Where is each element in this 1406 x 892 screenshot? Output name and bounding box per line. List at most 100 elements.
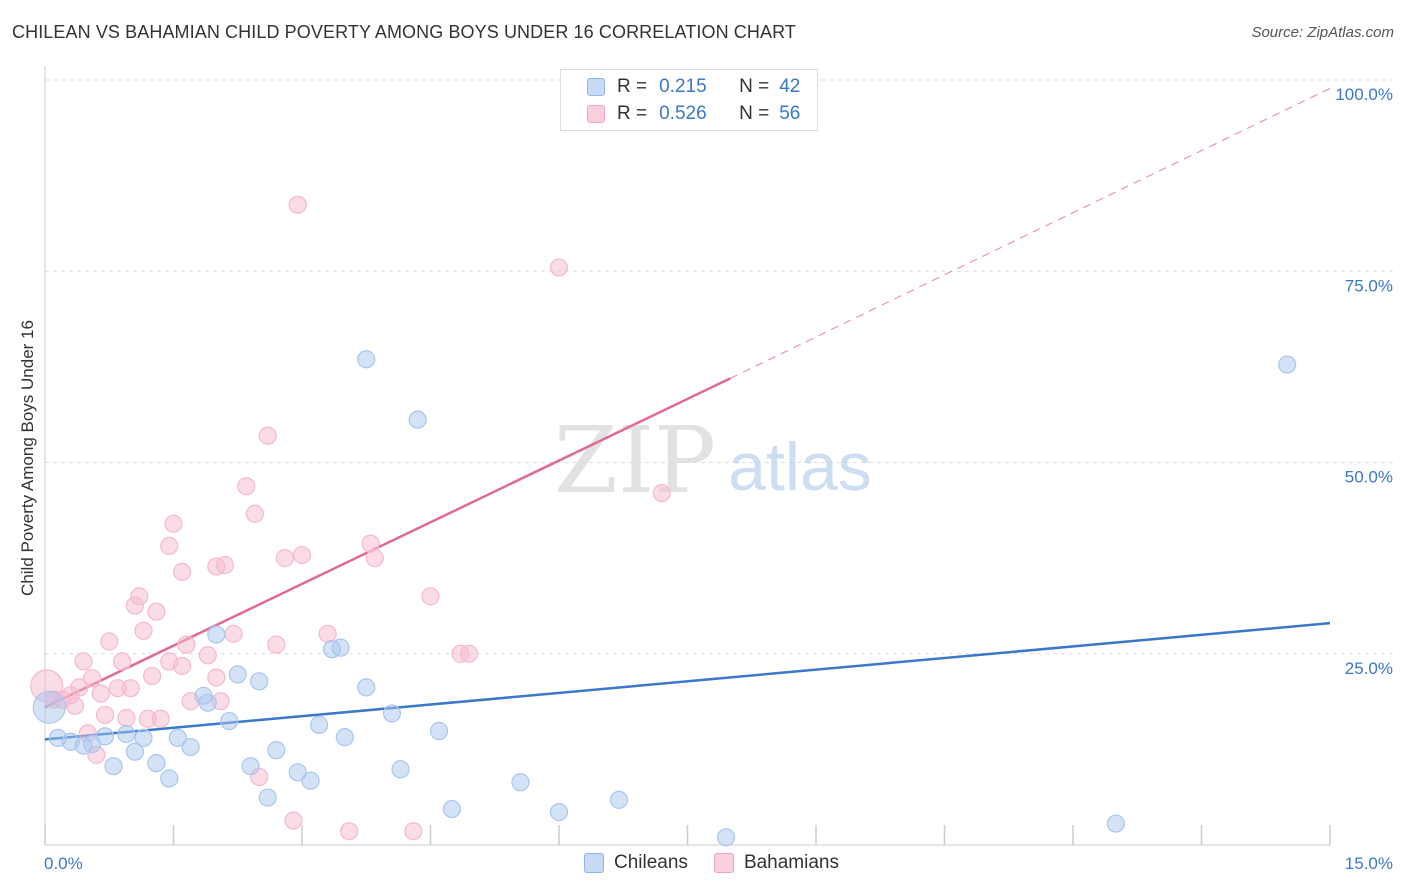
point-chileans bbox=[250, 672, 269, 691]
point-chileans bbox=[331, 638, 350, 657]
point-chileans bbox=[32, 690, 66, 724]
point-bahamians bbox=[112, 652, 132, 671]
trend-lines bbox=[44, 87, 1331, 741]
legend-swatch-bahamians bbox=[713, 853, 734, 873]
legend-row-bahamians: R = 0.526 N = 56 bbox=[587, 103, 800, 125]
point-bahamians bbox=[237, 477, 256, 496]
x-tick-label: 15.0% bbox=[1345, 854, 1393, 873]
legend-r-label: R = bbox=[617, 103, 648, 124]
y-tick-label: 50.0% bbox=[1345, 468, 1393, 487]
series-legend: Chileans Bahamians bbox=[584, 852, 865, 874]
point-bahamians bbox=[117, 708, 136, 728]
point-bahamians bbox=[70, 678, 89, 697]
point-chileans bbox=[207, 625, 226, 644]
point-chileans bbox=[442, 799, 462, 819]
point-chileans bbox=[391, 760, 410, 779]
point-chileans bbox=[288, 763, 307, 782]
source-label: Source: ZipAtlas.com bbox=[1251, 24, 1394, 41]
point-chileans bbox=[357, 678, 376, 697]
point-chileans bbox=[168, 728, 187, 748]
point-bahamians bbox=[147, 602, 166, 621]
legend-r-value: 0.215 bbox=[659, 76, 707, 97]
point-bahamians bbox=[172, 562, 192, 581]
watermark: ZIP atlas bbox=[554, 407, 872, 514]
chart-title: CHILEAN VS BAHAMIAN CHILD POVERTY AMONG … bbox=[12, 22, 796, 42]
point-bahamians bbox=[340, 822, 359, 841]
tick-labels: 25.0% 50.0% 75.0% 100.0% 0.0% 15.0% bbox=[44, 85, 1393, 873]
legend-label-chileans: Chileans bbox=[614, 852, 688, 873]
point-chileans bbox=[549, 803, 569, 822]
point-chileans bbox=[220, 711, 239, 731]
legend-row-chileans: R = 0.215 N = 42 bbox=[587, 76, 800, 98]
point-bahamians bbox=[404, 822, 423, 841]
point-chileans bbox=[104, 757, 123, 776]
point-chileans bbox=[408, 410, 427, 429]
point-bahamians bbox=[207, 668, 226, 687]
point-chileans bbox=[1106, 814, 1125, 833]
legend-item-bahamians[interactable]: Bahamians bbox=[713, 852, 839, 874]
point-bahamians bbox=[284, 811, 303, 830]
point-chileans bbox=[198, 693, 217, 712]
legend-n-value: 56 bbox=[779, 103, 801, 124]
x-tick-label: 0.0% bbox=[44, 854, 83, 873]
point-chileans bbox=[310, 715, 329, 734]
point-chileans bbox=[134, 728, 153, 748]
grid-lines bbox=[45, 79, 1395, 655]
axes bbox=[44, 66, 1331, 846]
point-bahamians bbox=[91, 684, 110, 703]
legend-swatch-chileans bbox=[584, 853, 604, 873]
point-bahamians bbox=[160, 536, 179, 555]
trend-line-bahamians-extrapolated bbox=[730, 87, 1331, 379]
point-bahamians bbox=[198, 646, 217, 665]
point-bahamians bbox=[151, 709, 170, 728]
point-bahamians bbox=[365, 549, 384, 568]
point-bahamians bbox=[318, 624, 337, 643]
point-bahamians bbox=[224, 624, 243, 643]
point-bahamians bbox=[549, 258, 569, 277]
point-bahamians bbox=[130, 587, 149, 606]
point-chileans bbox=[382, 704, 402, 723]
y-axis-label: Child Poverty Among Boys Under 16 bbox=[18, 320, 37, 596]
point-chileans bbox=[228, 665, 247, 684]
legend-swatch-bahamians bbox=[587, 105, 605, 123]
legend-n-value: 42 bbox=[779, 76, 801, 97]
point-chileans bbox=[301, 771, 320, 790]
legend-swatch-chileans bbox=[587, 78, 605, 96]
trend-line-chileans bbox=[44, 621, 1331, 741]
point-chileans bbox=[511, 773, 530, 792]
y-tick-label: 100.0% bbox=[1335, 85, 1393, 104]
point-bahamians bbox=[421, 587, 440, 606]
point-bahamians bbox=[121, 679, 140, 698]
watermark-atlas: atlas bbox=[728, 429, 872, 505]
point-bahamians bbox=[164, 514, 183, 533]
point-bahamians bbox=[288, 195, 307, 214]
point-bahamians bbox=[134, 621, 153, 640]
point-chileans bbox=[609, 790, 629, 809]
point-bahamians bbox=[267, 635, 286, 654]
point-bahamians bbox=[292, 545, 312, 565]
legend-item-chileans[interactable]: Chileans bbox=[584, 852, 688, 874]
y-tick-label: 25.0% bbox=[1345, 659, 1393, 678]
point-chileans bbox=[160, 769, 179, 788]
point-chileans bbox=[117, 724, 136, 744]
y-tick-label: 75.0% bbox=[1345, 276, 1393, 295]
point-bahamians bbox=[275, 549, 294, 568]
trend-line-bahamians bbox=[44, 377, 731, 709]
point-bahamians bbox=[258, 426, 277, 445]
legend-r-value: 0.526 bbox=[659, 103, 707, 124]
point-bahamians bbox=[245, 504, 264, 523]
point-chileans bbox=[716, 828, 736, 847]
point-chileans bbox=[335, 728, 354, 747]
point-chileans bbox=[258, 788, 277, 807]
point-bahamians bbox=[95, 705, 115, 725]
point-chileans bbox=[95, 727, 115, 746]
point-bahamians bbox=[177, 635, 196, 654]
point-chileans bbox=[181, 737, 200, 757]
correlation-legend: R = 0.215 N = 42 R = 0.526 N = 56 bbox=[560, 69, 818, 131]
data-points bbox=[30, 195, 1297, 847]
legend-label-bahamians: Bahamians bbox=[743, 852, 839, 873]
point-bahamians bbox=[83, 669, 102, 688]
legend-r-label: R = bbox=[617, 76, 648, 97]
point-chileans bbox=[147, 754, 166, 773]
